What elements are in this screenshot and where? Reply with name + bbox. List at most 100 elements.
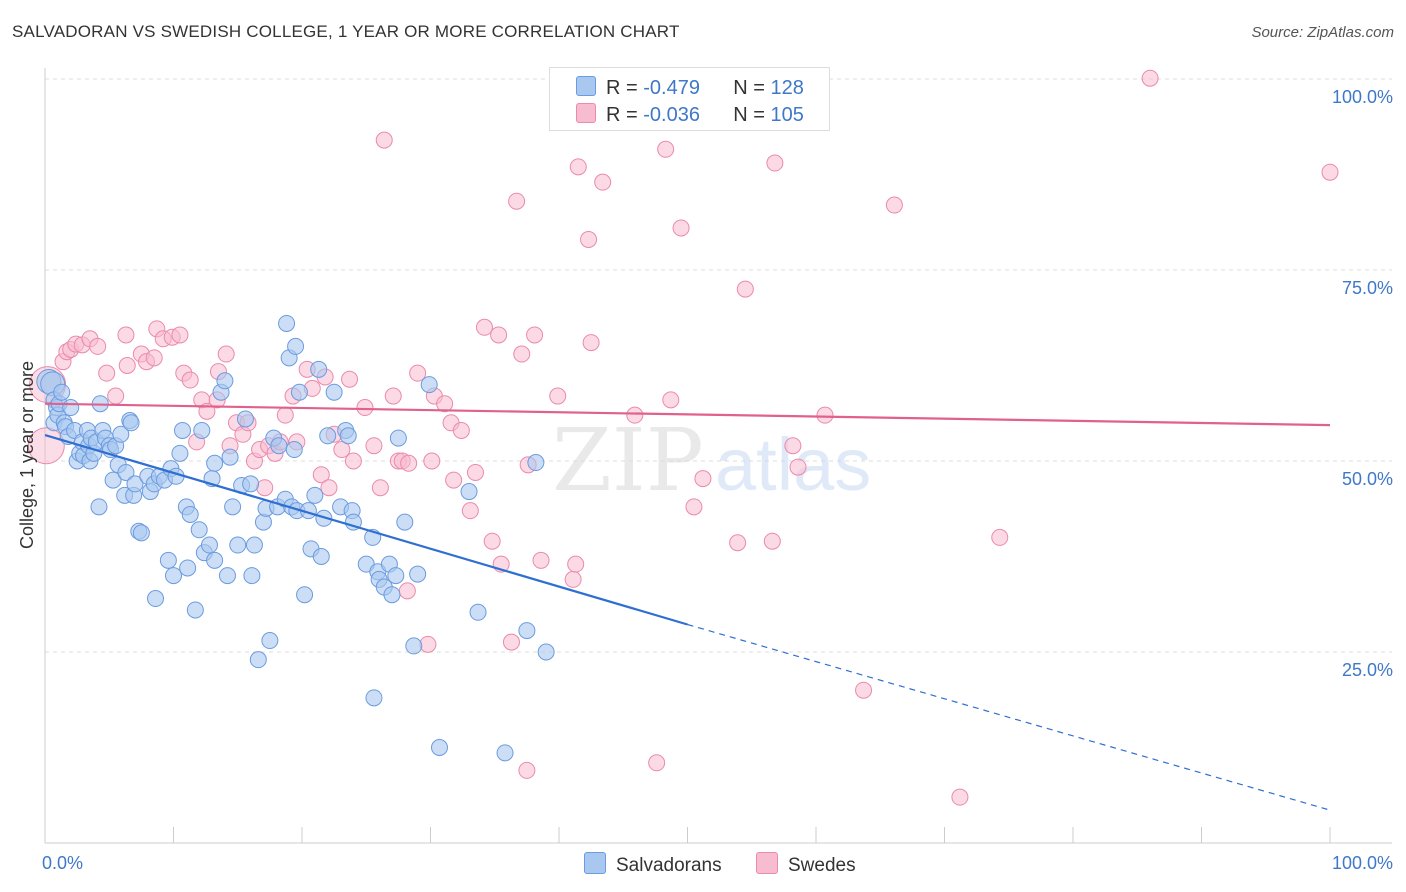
legend-row-salvadorans: R = -0.479 N = 128 (576, 76, 804, 100)
salvadorans-label: Salvadorans (616, 855, 722, 876)
salvadorans-point (306, 486, 324, 504)
swedes-swatch (756, 852, 778, 874)
swedes-point (181, 371, 199, 389)
salvadorans-point (132, 524, 150, 542)
swedes-point (1321, 163, 1339, 181)
swedes-point (885, 196, 903, 214)
salvadorans-trend-extension (687, 623, 1331, 811)
swedes-point (419, 635, 437, 653)
salvadorans-point (126, 475, 144, 493)
salvadorans-point (200, 536, 218, 554)
swedes-point (107, 387, 125, 405)
swedes-point (344, 452, 362, 470)
x-tick-label: 0.0% (42, 853, 83, 873)
salvadorans-point (243, 567, 261, 585)
swedes-point (384, 387, 402, 405)
salvadorans-point (420, 376, 438, 394)
swedes-point (582, 334, 600, 352)
salvadorans-point (53, 383, 71, 401)
salvadorans-point (290, 383, 308, 401)
salvadorans-point (117, 463, 135, 481)
swedes-trend-line (44, 402, 1331, 427)
swedes-point (594, 173, 612, 191)
salvadorans-point (181, 505, 199, 523)
salvadorans-point (325, 383, 343, 401)
salvadorans-point (319, 427, 337, 445)
swedes-point (117, 326, 135, 344)
legend-n-value-salvadorans: 128 (770, 77, 804, 99)
swedes-point (513, 345, 531, 363)
salvadorans-point (159, 551, 177, 569)
legend-n-label: N = (733, 104, 765, 126)
swedes-point (508, 192, 526, 210)
salvadorans-point (224, 498, 242, 516)
correlation-legend: R = -0.479 N = 128 R = -0.036 N = 105 (549, 67, 830, 131)
salvadorans-trend-line (44, 433, 688, 626)
salvadorans-point (193, 421, 211, 439)
source-label: Source: ZipAtlas.com (1251, 24, 1394, 41)
legend-r-label: R = (606, 104, 638, 126)
swedes-point (483, 532, 501, 550)
swedes-point (526, 326, 544, 344)
x-tick-label: 100.0% (1332, 853, 1393, 873)
bottom-legend-salvadorans: Salvadorans (584, 852, 722, 877)
swedes-point (356, 399, 374, 417)
salvadorans-point (537, 643, 555, 661)
salvadorans-point (62, 399, 80, 417)
swedes-point (991, 528, 1009, 546)
salvadorans-point (518, 622, 536, 640)
salvadorans-point (171, 444, 189, 462)
swedes-point (423, 452, 441, 470)
pink-swatch (576, 103, 596, 123)
swedes-point (736, 280, 754, 298)
tick-labels: 100.0% 75.0% 50.0% 25.0% 0.0% 100.0% (42, 87, 1393, 873)
swedes-point (855, 681, 873, 699)
salvadorans-point (287, 337, 305, 355)
swedes-point (452, 421, 470, 439)
salvadorans-point (179, 559, 197, 577)
salvadorans-point (173, 421, 191, 439)
legend-r-value-salvadorans: -0.479 (643, 77, 700, 99)
salvadorans-points (36, 314, 555, 762)
legend-row-swedes: R = -0.036 N = 105 (576, 103, 804, 127)
swedes-point (569, 158, 587, 176)
salvadorans-point (190, 521, 208, 539)
swedes-points (27, 68, 1339, 806)
salvadorans-point (236, 410, 254, 428)
swedes-point (145, 349, 163, 367)
swedes-point (648, 754, 666, 772)
y-tick-label: 75.0% (1342, 278, 1393, 298)
swedes-point (341, 370, 359, 388)
salvadorans-point (218, 567, 236, 585)
swedes-point (436, 395, 454, 413)
salvadorans-point (104, 471, 122, 489)
swedes-point (89, 337, 107, 355)
salvadorans-point (409, 565, 427, 583)
swedes-point (1141, 69, 1159, 87)
swedes-point (789, 458, 807, 476)
swedes-point (312, 466, 330, 484)
salvadorans-point (261, 632, 279, 650)
swedes-point (549, 387, 567, 405)
y-tick-label: 50.0% (1342, 469, 1393, 489)
salvadorans-point (206, 551, 224, 569)
swedes-point (98, 364, 116, 382)
swedes-point (256, 479, 274, 497)
swedes-point (445, 471, 463, 489)
chart-title: SALVADORAN VS SWEDISH COLLEGE, 1 YEAR OR… (12, 22, 680, 41)
salvadorans-point (296, 586, 314, 604)
swedes-point (784, 437, 802, 455)
swedes-point (951, 788, 969, 806)
swedes-point (466, 463, 484, 481)
legend-n-label: N = (733, 77, 765, 99)
salvadorans-point (90, 498, 108, 516)
salvadorans-point (527, 454, 545, 472)
swedes-point (118, 357, 136, 374)
swedes-point (371, 479, 389, 497)
salvadorans-point (396, 513, 414, 531)
swedes-point (685, 498, 703, 516)
swedes-point (276, 406, 294, 424)
swedes-point (626, 406, 644, 424)
salvadorans-point (186, 601, 204, 619)
salvadorans-point (249, 651, 267, 669)
